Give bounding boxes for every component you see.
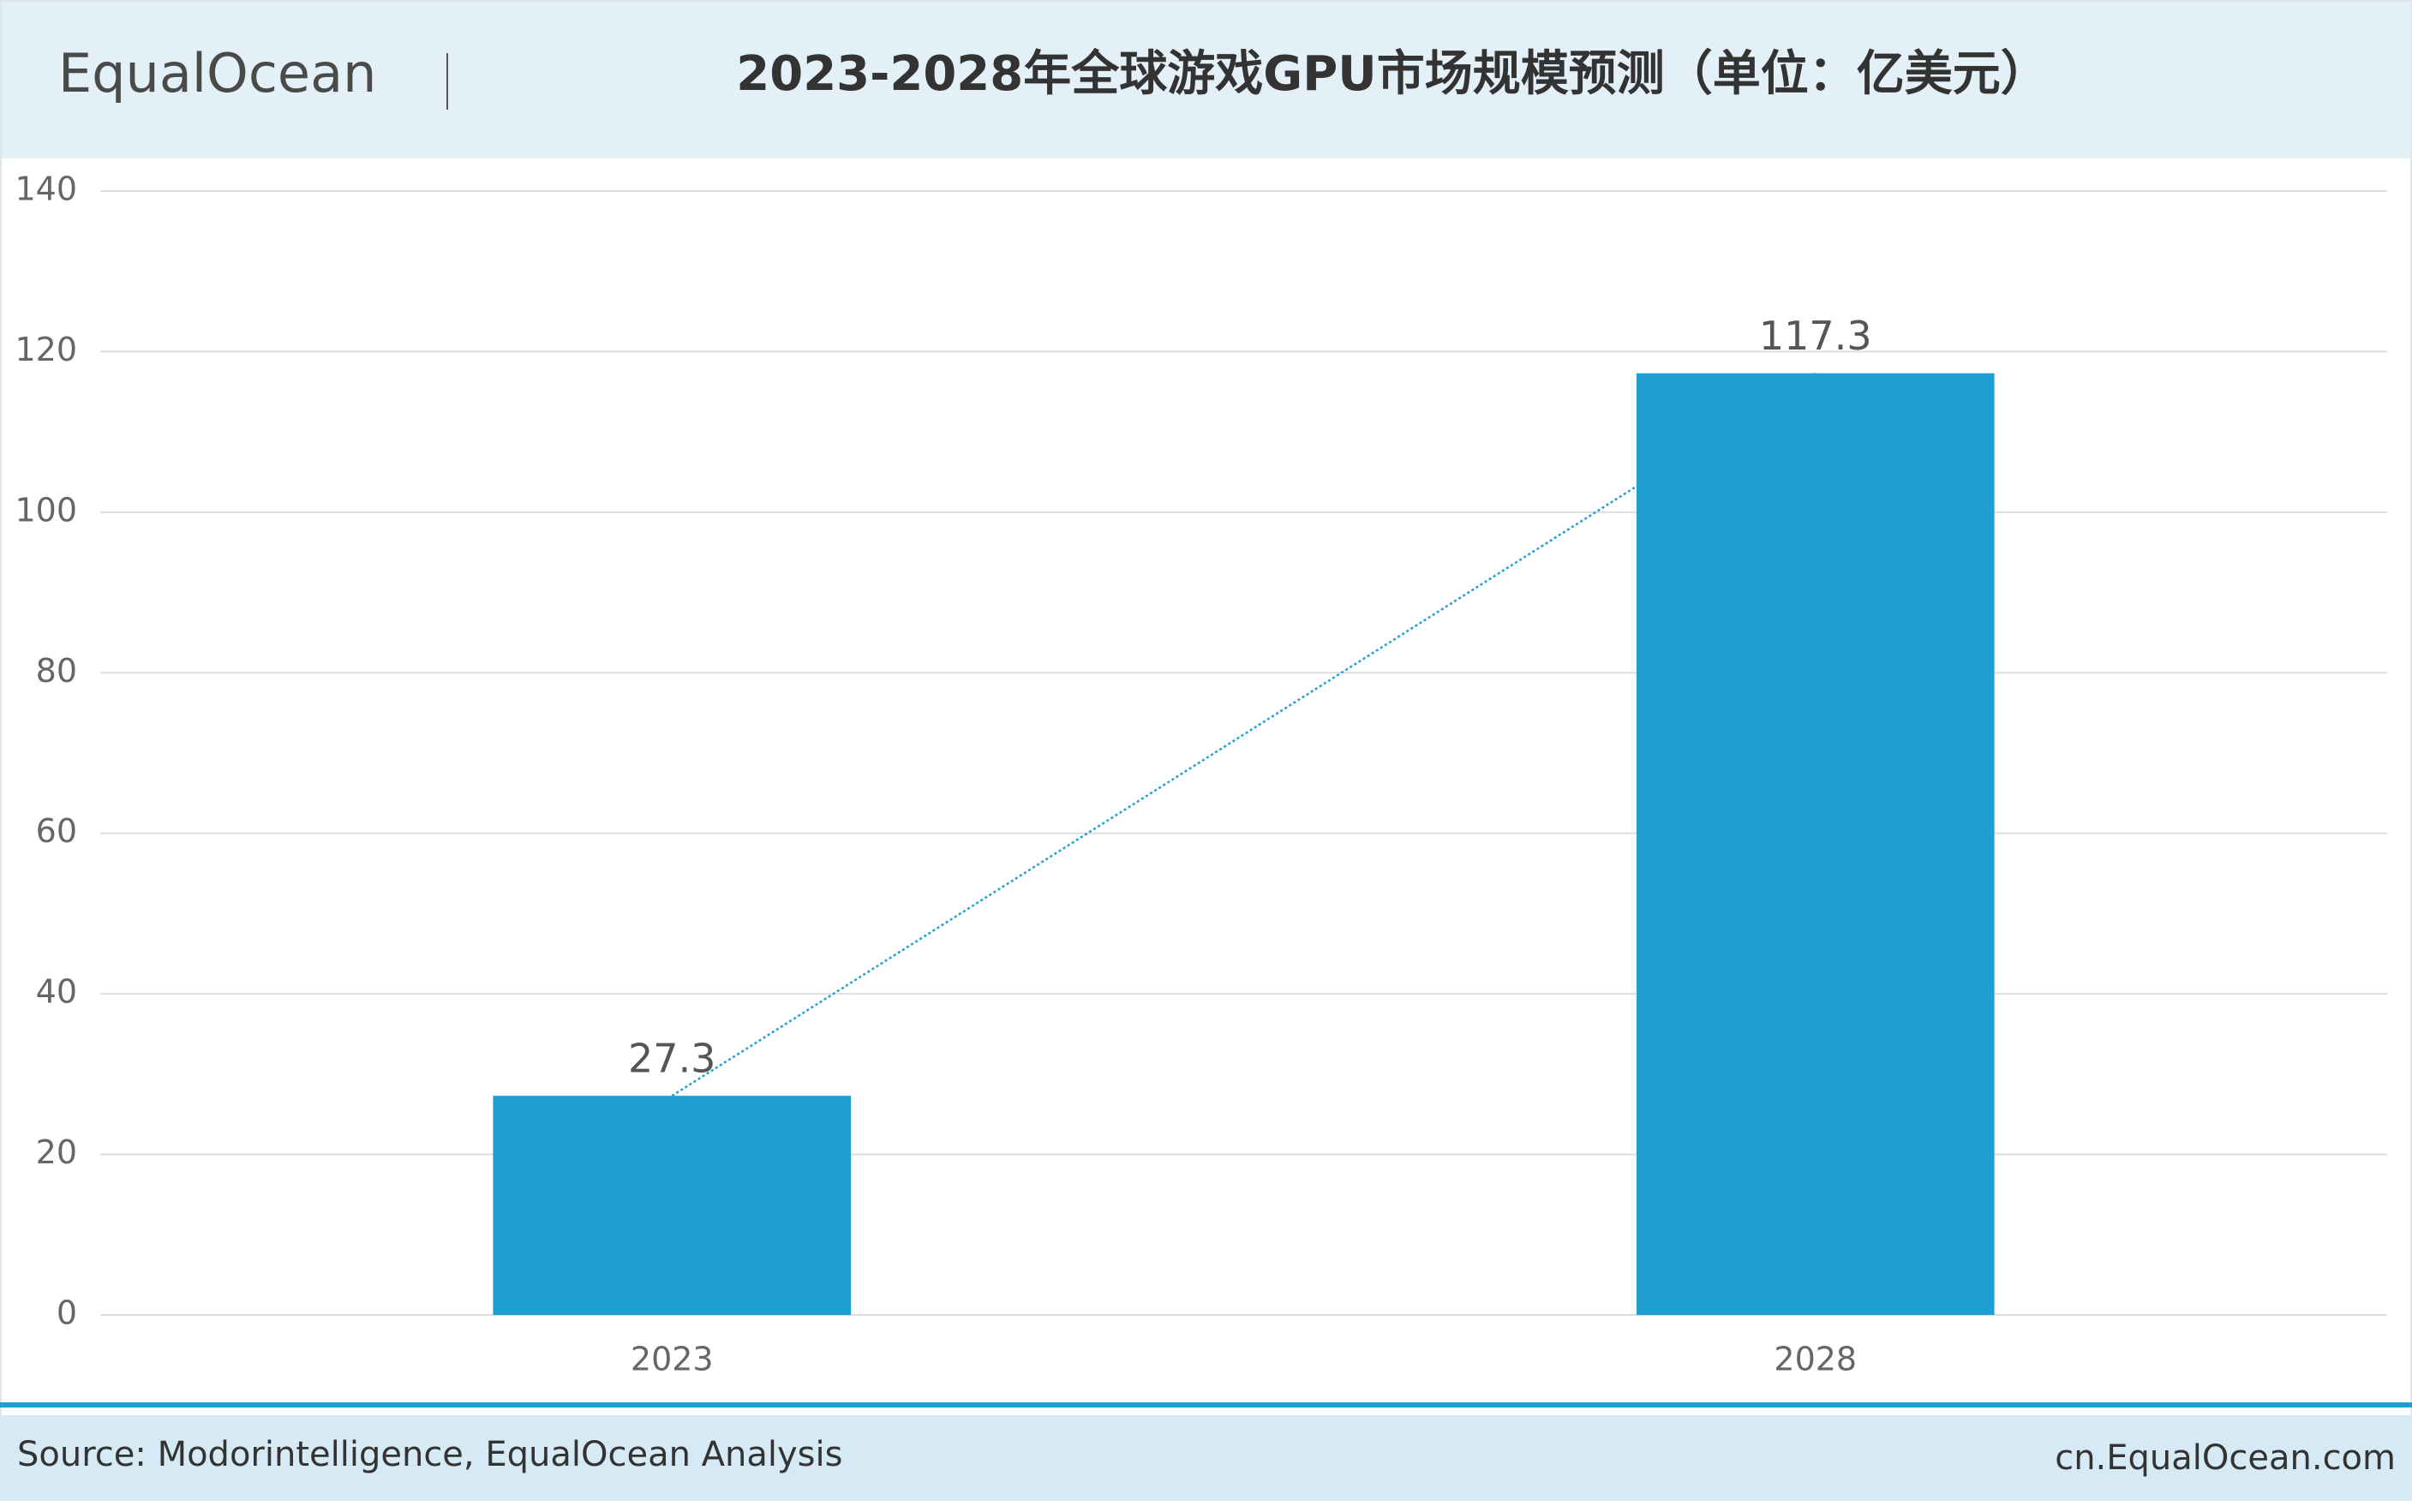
- value-label: 27.3: [628, 1036, 715, 1082]
- bar: [493, 1096, 852, 1315]
- value-label: 117.3: [1759, 313, 1872, 359]
- footer-band: [0, 1415, 2412, 1499]
- y-tick-label: 20: [36, 1133, 77, 1171]
- trendline: [671, 372, 1816, 1097]
- y-tick-label: 140: [15, 170, 77, 208]
- y-tick-label: 120: [15, 331, 77, 368]
- header-band: [0, 0, 2412, 158]
- source: Source: Modorintelligence, EqualOcean An…: [17, 1435, 842, 1474]
- y-tick-label: 100: [15, 491, 77, 529]
- y-tick-label: 60: [36, 812, 77, 850]
- x-tick-label: 2023: [631, 1341, 714, 1378]
- y-tick-label: 0: [57, 1294, 77, 1332]
- y-tick-label: 40: [36, 973, 77, 1011]
- website: cn.EqualOcean.com: [2055, 1438, 2396, 1478]
- chart-title: 2023-2028年全球游戏GPU市场规模预测（单位：亿美元）: [736, 46, 2048, 102]
- x-tick-label: 2028: [1774, 1341, 1857, 1378]
- plot-area: 0 20 40 60 80 100 120 140 27.3 2023 117.3 2028: [15, 170, 2387, 1378]
- bar: [1636, 373, 1995, 1315]
- y-tick-label: 80: [36, 652, 77, 690]
- logo: EqualOcean: [58, 42, 376, 105]
